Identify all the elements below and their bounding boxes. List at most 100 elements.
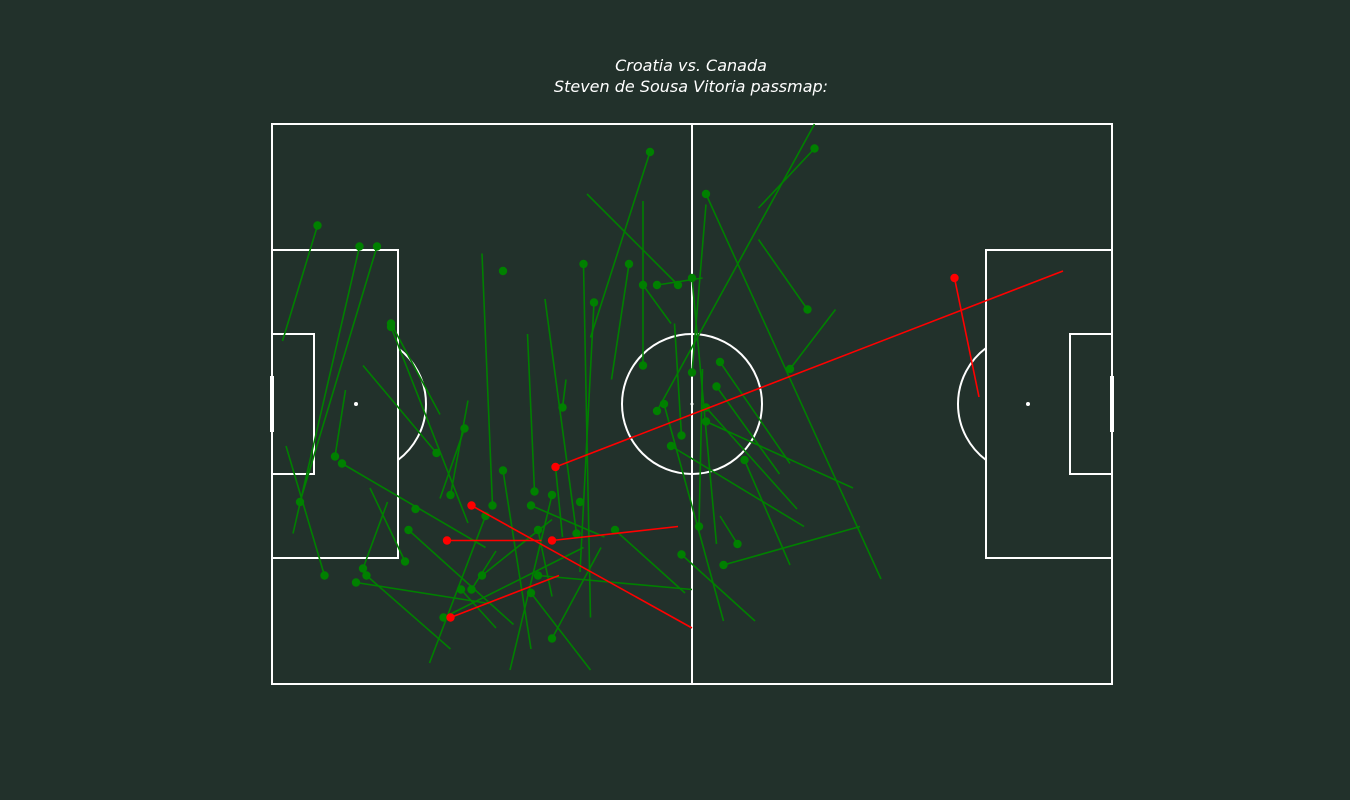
pass-line-complete [526, 333, 536, 492]
pass-line-complete [481, 253, 494, 506]
pass-line-complete [680, 553, 756, 622]
pass-start-point-complete [579, 259, 588, 269]
pass-start-point-complete [673, 280, 683, 290]
pass-line-complete [285, 445, 326, 576]
pass-start-point-complete [677, 431, 686, 440]
pass-start-point-complete [575, 497, 585, 507]
left-penalty-area [271, 249, 399, 559]
pass-line-complete [610, 263, 630, 380]
pass-line-complete [443, 546, 584, 619]
pass-line-complete [439, 428, 466, 499]
pass-line-incomplete [450, 574, 560, 619]
pass-line-complete [390, 323, 441, 415]
pass-line-complete [789, 309, 837, 370]
pass-line-complete [449, 400, 469, 496]
pass-start-point-complete [547, 490, 557, 500]
pass-start-point-complete [652, 406, 662, 416]
pass-start-point-complete [810, 144, 819, 153]
pass-series-complete [281, 123, 882, 671]
pass-line-complete [509, 494, 553, 671]
pass-start-point-complete [386, 322, 396, 332]
pass-start-point-complete [701, 189, 711, 199]
pass-start-point-complete [733, 539, 742, 549]
pass-start-point-complete [313, 221, 322, 230]
pass-start-point-complete [666, 441, 676, 451]
pass-start-point-complete [320, 571, 329, 580]
pass-start-point-complete [803, 305, 812, 314]
pass-line-complete [470, 550, 497, 590]
pass-line-complete [369, 487, 406, 562]
pass-line-incomplete [471, 504, 693, 629]
pass-line-complete [719, 361, 791, 464]
pass-line-complete [292, 246, 361, 534]
pass-line-complete [705, 193, 882, 580]
pass-line-complete [537, 574, 693, 591]
pass-start-point-complete [488, 501, 497, 510]
pass-start-point-complete [572, 529, 581, 538]
right-penalty-arc [957, 347, 987, 461]
pass-start-point-complete [687, 273, 697, 283]
pass-line-complete [586, 193, 679, 286]
pass-start-point-complete [785, 364, 795, 374]
pass-line-complete [530, 592, 592, 671]
pass-line-complete [673, 323, 683, 436]
pass-line-incomplete [551, 525, 679, 542]
pass-start-point-complete [498, 266, 508, 276]
pass-start-point-complete [740, 455, 749, 465]
pass-line-complete [705, 420, 854, 489]
pass-start-point-complete [719, 560, 728, 570]
pass-start-point-complete [477, 571, 487, 580]
chart-title-line-2: Steven de Sousa Vitoria passmap: [553, 77, 829, 96]
pass-start-point-complete [677, 550, 686, 559]
pass-start-point-incomplete [950, 273, 959, 283]
pass-start-point-complete [446, 490, 455, 500]
pass-line-complete [723, 525, 861, 566]
pass-start-point-incomplete [547, 536, 557, 545]
pass-start-point-incomplete [551, 462, 560, 472]
pass-line-complete [460, 588, 497, 629]
pass-line-complete [407, 529, 515, 626]
left-six-yard-box [271, 333, 315, 475]
pass-start-point-complete [694, 522, 704, 531]
pass-line-incomplete [953, 277, 980, 398]
pass-start-point-complete [467, 585, 476, 594]
pass-series-incomplete [442, 270, 1064, 629]
pass-start-point-complete [358, 564, 368, 573]
pass-start-point-complete [715, 357, 725, 367]
pass-line-complete [670, 445, 805, 528]
pass-line-complete [502, 470, 532, 650]
pass-start-point-complete [400, 557, 410, 566]
pitch-markings [270, 123, 1114, 685]
right-penalty-spot [1026, 402, 1030, 406]
pass-line-complete [743, 459, 791, 566]
pass-line-complete [362, 364, 438, 454]
pass-start-point-complete [460, 424, 469, 433]
pass-start-point-complete [712, 382, 721, 391]
pass-start-point-complete [404, 525, 413, 535]
pass-start-point-complete [362, 571, 371, 580]
pass-start-point-complete [638, 361, 648, 370]
pass-start-point-complete [432, 448, 441, 458]
pass-line-complete [663, 403, 725, 622]
pass-start-point-complete [558, 403, 567, 412]
pass-start-point-incomplete [446, 613, 455, 622]
pass-line-complete [698, 368, 704, 527]
right-six-yard-box [1069, 333, 1113, 475]
pass-line-complete [544, 298, 578, 534]
pass-line-complete [589, 151, 651, 338]
pass-line-complete [757, 147, 816, 209]
pass-line-complete [614, 529, 686, 594]
pass-start-point-complete [687, 368, 697, 377]
pass-line-complete [757, 239, 809, 310]
pass-start-point-complete [701, 417, 711, 426]
pass-line-complete [341, 462, 486, 549]
pass-start-point-complete [330, 452, 340, 461]
pass-line-complete [705, 406, 798, 510]
pass-start-point-complete [372, 242, 382, 251]
pass-start-point-complete [530, 487, 539, 496]
centre-spot [690, 402, 694, 406]
pass-line-complete [299, 246, 378, 503]
pass-start-point-complete [624, 259, 634, 269]
pass-start-point-complete [589, 298, 599, 307]
